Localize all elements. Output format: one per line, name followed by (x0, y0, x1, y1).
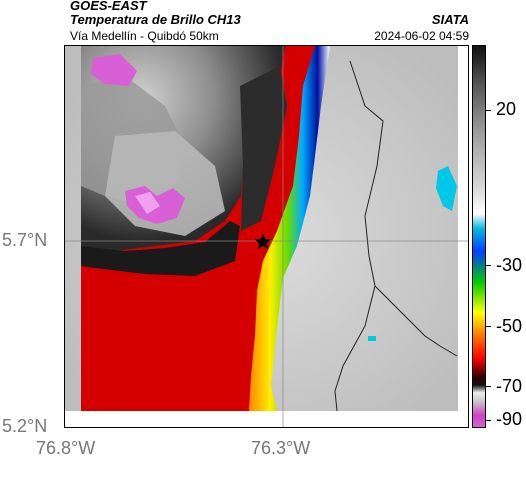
lon-label-76.8: 76.8°W (36, 438, 96, 458)
lat-label-5.2: 5.2°N (2, 416, 48, 436)
datetime-label: 2024-06-02 04:59 (374, 29, 469, 43)
map-image (65, 46, 468, 427)
satellite-title: GOES-EAST (70, 0, 147, 13)
brand-label: SIATA (431, 12, 469, 27)
cbar-label-minus50: -50 (496, 316, 523, 336)
cbar-tick-90 (486, 420, 491, 421)
cbar-label-minus90: -90 (496, 409, 523, 429)
cbar-tick-70 (486, 386, 491, 387)
cbar-tick-20 (486, 110, 491, 111)
cbar-label-20: 20 (496, 99, 517, 119)
satellite-map (64, 45, 469, 428)
region-subtitle: Vía Medellín - Quibdó 50km (70, 29, 219, 43)
colorbar (472, 45, 486, 428)
city-star-marker (255, 234, 271, 249)
cbar-label-minus30: -30 (496, 255, 523, 275)
lon-label-76.3: 76.3°W (251, 438, 311, 458)
cbar-tick-30 (486, 265, 491, 266)
product-title: Temperatura de Brillo CH13 (70, 12, 241, 27)
cbar-tick-50 (486, 326, 491, 327)
lat-label-5.7: 5.7°N (2, 230, 48, 250)
cbar-label-minus70: -70 (496, 376, 523, 396)
